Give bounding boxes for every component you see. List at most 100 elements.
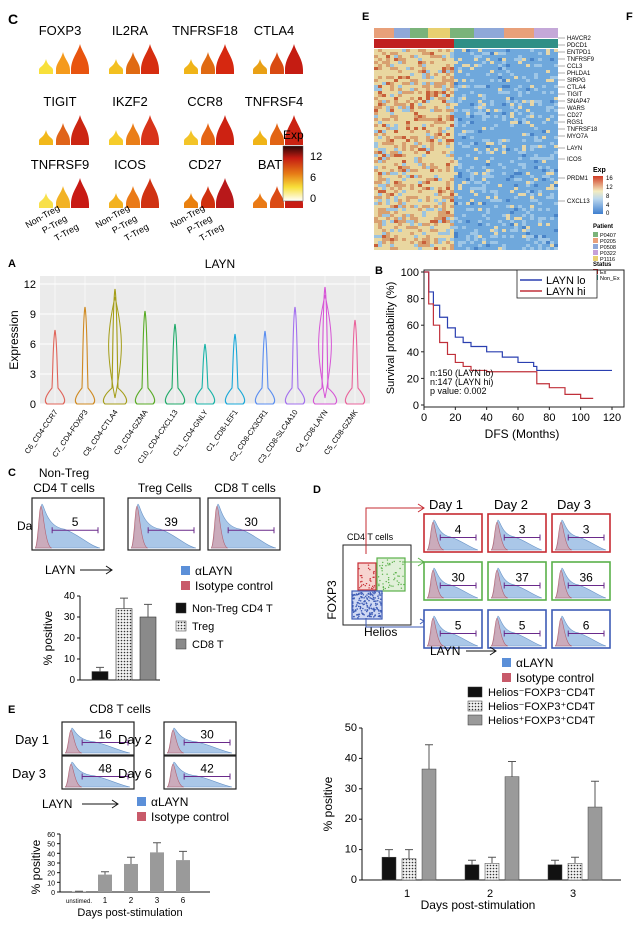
heatmap-cell (430, 49, 434, 52)
x-tick-label: 2 (129, 896, 134, 905)
heatmap-cell (430, 133, 434, 136)
heatmap-cell (426, 157, 430, 160)
heatmap-cell (498, 160, 502, 163)
heatmap-cell (386, 148, 390, 151)
heatmap-cell (434, 70, 438, 73)
heatmap-cell (410, 145, 414, 148)
heatmap-cell (426, 166, 430, 169)
heatmap-cell (446, 154, 450, 157)
heatmap-gene-label: CXCL13 (567, 199, 590, 205)
heatmap-cell (422, 220, 426, 223)
heatmap-cell (530, 196, 534, 199)
heatmap-cell (522, 208, 526, 211)
heatmap-cell (486, 52, 490, 55)
heatmap-cell (546, 202, 550, 205)
heatmap-cell (538, 106, 542, 109)
heatmap-cell (554, 241, 558, 244)
patient-legend-title: Patient (593, 224, 613, 230)
heatmap-cell (510, 163, 514, 166)
heatmap-cell (402, 61, 406, 64)
heatmap-cell (554, 238, 558, 241)
heatmap-cell (398, 160, 402, 163)
violin-shape (270, 123, 284, 145)
heatmap-cell (406, 64, 410, 67)
heatmap-cell (474, 127, 478, 130)
heatmap-cell (430, 91, 434, 94)
heatmap-cell (406, 187, 410, 190)
axis-label: LAYN (430, 644, 460, 658)
heatmap-cell (434, 205, 438, 208)
heatmap-cell (506, 226, 510, 229)
heatmap-cell (474, 202, 478, 205)
heatmap-cell (434, 127, 438, 130)
heatmap-cell (422, 184, 426, 187)
heatmap-cell (438, 73, 442, 76)
heatmap-cell (458, 124, 462, 127)
heatmap-cell (530, 145, 534, 148)
heatmap-cell (446, 73, 450, 76)
heatmap-cell (550, 118, 554, 121)
heatmap-cell (422, 187, 426, 190)
heatmap-cell (394, 148, 398, 151)
heatmap-cell (514, 109, 518, 112)
heatmap-cell (474, 106, 478, 109)
heatmap-cell (402, 208, 406, 211)
heatmap-cell (554, 151, 558, 154)
heatmap-cell (522, 184, 526, 187)
heatmap-cell (514, 184, 518, 187)
heatmap-cell (390, 244, 394, 247)
violin-shape (216, 115, 234, 145)
heatmap-cell (470, 58, 474, 61)
heatmap-cell (518, 166, 522, 169)
heatmap-cell (398, 52, 402, 55)
heatmap-cell (410, 73, 414, 76)
heatmap-cell (462, 103, 466, 106)
heatmap-cell (498, 130, 502, 133)
heatmap-cell (486, 184, 490, 187)
heatmap-cell (478, 127, 482, 130)
histograms: 5 39 30 (31, 497, 281, 551)
heatmap-cell (430, 202, 434, 205)
heatmap-cell (438, 148, 442, 151)
heatmap-cell (502, 127, 506, 130)
heatmap-cell (554, 121, 558, 124)
heatmap-cell (470, 172, 474, 175)
legend-swatch (181, 581, 190, 590)
heatmap-cell (374, 109, 378, 112)
heatmap-cell (494, 55, 498, 58)
heatmap-cell (398, 130, 402, 133)
heatmap-cell (546, 193, 550, 196)
heatmap-cell (534, 217, 538, 220)
heatmap-cell (426, 133, 430, 136)
heatmap-cell (518, 199, 522, 202)
heatmap-cell (414, 70, 418, 73)
heatmap-cell (518, 202, 522, 205)
flow-dot (386, 559, 389, 561)
heatmap-cell (490, 106, 494, 109)
heatmap-cell (554, 91, 558, 94)
x-tick-label: 40 (481, 412, 493, 424)
heatmap-cell (478, 97, 482, 100)
heatmap-cell (446, 97, 450, 100)
heatmap-cell (530, 133, 534, 136)
heatmap-cell (538, 178, 542, 181)
heatmap-cell (510, 73, 514, 76)
heatmap-cell (394, 172, 398, 175)
heatmap-cell (510, 49, 514, 52)
heatmap-cell (462, 202, 466, 205)
heatmap-cell (530, 97, 534, 100)
heatmap-cell (422, 232, 426, 235)
heatmap-cell (510, 67, 514, 70)
heatmap-cell (494, 235, 498, 238)
heatmap-cell (402, 70, 406, 73)
y-tick-label: 40 (47, 851, 55, 858)
heatmap-cell (378, 166, 382, 169)
heatmap-cell (402, 85, 406, 88)
heatmap-cell (450, 238, 454, 241)
heatmap-cell (434, 58, 438, 61)
x-tick-label: 2 (487, 888, 493, 900)
heatmap-cell (450, 94, 454, 97)
heatmap-cell (550, 142, 554, 145)
heatmap-cell (434, 241, 438, 244)
y-tick-label: 6 (30, 339, 36, 351)
